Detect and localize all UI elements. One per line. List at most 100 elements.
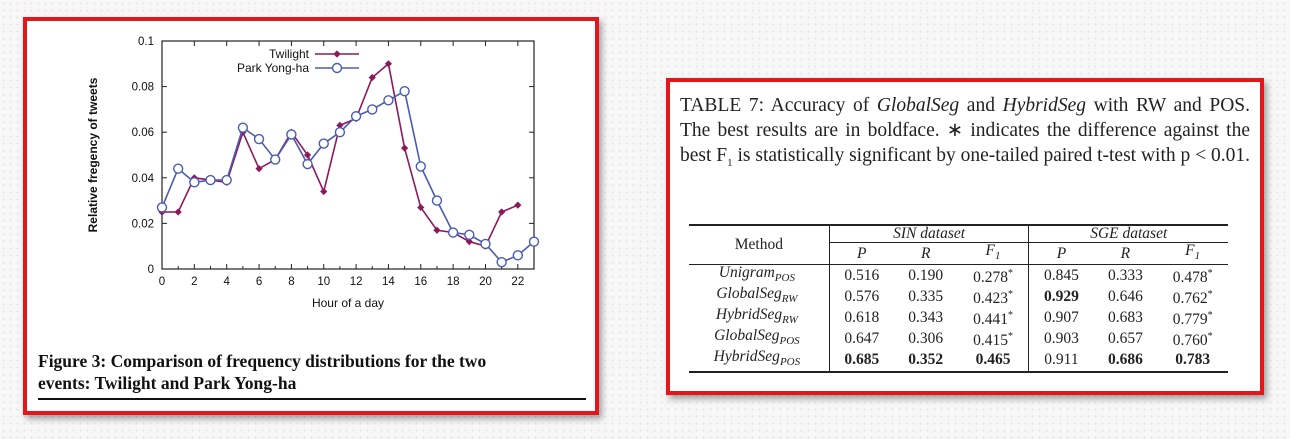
legend-label: Park Yong-ha xyxy=(237,61,309,75)
group-header-sin: SIN dataset xyxy=(828,224,1029,243)
data-point-1 xyxy=(415,161,426,172)
method-subscript: POS xyxy=(774,272,795,285)
column-header: P xyxy=(828,242,894,266)
caption-part: and xyxy=(959,95,1003,116)
data-point-0 xyxy=(417,203,425,212)
data-point-1 xyxy=(156,202,168,213)
significance-marker: * xyxy=(1007,309,1013,321)
x-tick-label: 4 xyxy=(223,276,230,288)
legend-marker xyxy=(333,50,341,58)
value-cell: 0.576 xyxy=(828,286,894,308)
legend-label: Twilight xyxy=(269,47,310,61)
value-cell: 0.779* xyxy=(1172,309,1213,328)
y-tick-label: 0.04 xyxy=(132,173,155,185)
y-tick-label: 0.02 xyxy=(132,218,154,230)
column-subscript: 1 xyxy=(995,250,1001,263)
data-point-1 xyxy=(447,227,459,238)
data-point-1 xyxy=(383,95,394,106)
significance-marker: * xyxy=(1007,267,1013,279)
data-point-1 xyxy=(431,195,443,206)
value-cell: 0.415* xyxy=(973,330,1013,349)
method-subscript: RW xyxy=(781,293,798,306)
value-cell: 0.685 xyxy=(828,349,894,373)
data-point-1 xyxy=(496,256,507,268)
legend-marker xyxy=(331,62,343,74)
x-tick-label: 16 xyxy=(414,276,427,288)
data-point-1 xyxy=(270,154,281,165)
column-header: F1 xyxy=(1157,242,1228,266)
column-header: R xyxy=(893,242,958,266)
method-subscript: POS xyxy=(779,356,801,369)
column-subscript: 1 xyxy=(1194,250,1201,263)
method-cell: HybridSegRW xyxy=(715,306,798,327)
value-cell: 0.929 xyxy=(1028,286,1094,308)
data-point-0 xyxy=(336,121,344,129)
caption-subscript: 1 xyxy=(727,156,733,169)
y-tick-label: 0 xyxy=(148,264,154,276)
data-point-1 xyxy=(367,104,378,115)
data-point-1 xyxy=(302,158,313,170)
value-cell: 0.845 xyxy=(1028,264,1094,287)
value-cell: 0.478* xyxy=(1172,267,1213,286)
method-cell: UnigramPOS xyxy=(718,264,795,285)
data-point-1 xyxy=(528,236,540,247)
value-cell: 0.343 xyxy=(908,308,944,326)
value-cell: 0.686 xyxy=(1093,349,1158,373)
data-point-0 xyxy=(320,187,328,196)
data-point-1 xyxy=(221,174,232,186)
data-point-0 xyxy=(384,60,393,68)
data-point-0 xyxy=(255,165,263,173)
column-header: F1 xyxy=(957,242,1029,266)
data-point-1 xyxy=(205,174,216,186)
figure-caption-line2: events: Twilight and Park Yong-ha xyxy=(38,373,297,393)
value-cell: 0.335 xyxy=(908,287,944,305)
data-point-1 xyxy=(286,129,297,140)
significance-marker: * xyxy=(1207,330,1213,342)
y-tick-label: 0.06 xyxy=(132,127,154,139)
table-row: GlobalSegRW 0.576 0.335 0.423* 0.929 0.646 0.7… xyxy=(689,286,1228,308)
data-point-0 xyxy=(433,226,441,234)
figure-caption-line1: Figure 3: Comparison of frequency distri… xyxy=(38,351,487,371)
line-chart: 0 0.02 0.04 0.06 0.08 0.1 0 2 4 6 8 10 12 14 16 18 20 22 H… xyxy=(86,36,540,310)
group-label: SGE dataset xyxy=(1090,225,1168,242)
accuracy-table: Method SIN dataset SGE dataset P R F1 P R F1 … xyxy=(689,224,1228,373)
x-tick-label: 22 xyxy=(511,276,524,288)
value-cell: 0.783 xyxy=(1157,349,1228,373)
value-cell: 0.903 xyxy=(1028,328,1094,350)
accuracy-table-wrap: Method SIN dataset SGE dataset P R F1 P R F1 … xyxy=(689,224,1228,373)
value-cell: 0.516 xyxy=(828,264,894,287)
value-cell: 0.618 xyxy=(828,307,894,329)
series-line-1 xyxy=(161,89,535,264)
value-cell: 0.762* xyxy=(1172,288,1213,307)
value-cell: 0.306 xyxy=(908,329,944,347)
x-tick-label: 10 xyxy=(317,276,330,288)
value-cell: 0.465 xyxy=(957,349,1029,373)
plot-frame xyxy=(161,40,535,270)
x-tick-label: 2 xyxy=(191,276,197,288)
value-cell: 0.423* xyxy=(973,288,1013,307)
data-point-1 xyxy=(334,126,346,138)
table-body: UnigramPOS 0.516 0.190 0.278* 0.845 0.333 0.47… xyxy=(689,264,1228,373)
group-header-sge: SGE dataset xyxy=(1028,224,1228,243)
figure-caption: Figure 3: Comparison of frequency distri… xyxy=(38,350,586,400)
method-header: Method xyxy=(689,224,830,266)
data-point-0 xyxy=(401,144,409,152)
caption-hybridseg: HybridSeg xyxy=(1002,95,1087,116)
data-point-1 xyxy=(399,85,410,97)
x-tick-label: 8 xyxy=(288,276,294,288)
x-tick-label: 20 xyxy=(479,276,492,288)
value-cell: 0.657 xyxy=(1107,329,1143,347)
data-point-1 xyxy=(189,177,200,188)
value-cell: 0.646 xyxy=(1107,287,1143,305)
value-cell: 0.352 xyxy=(893,349,958,373)
data-point-1 xyxy=(512,250,524,261)
y-tick-label: 0.08 xyxy=(132,82,154,94)
value-cell: 0.907 xyxy=(1028,307,1094,329)
data-point-1 xyxy=(480,238,491,250)
caption-part: TABLE 7: Accuracy of xyxy=(680,95,877,116)
significance-marker: * xyxy=(1207,267,1213,279)
x-tick-label: 0 xyxy=(159,276,165,288)
group-label: SIN dataset xyxy=(893,225,966,242)
data-point-0 xyxy=(174,208,182,216)
data-point-1 xyxy=(350,111,362,122)
